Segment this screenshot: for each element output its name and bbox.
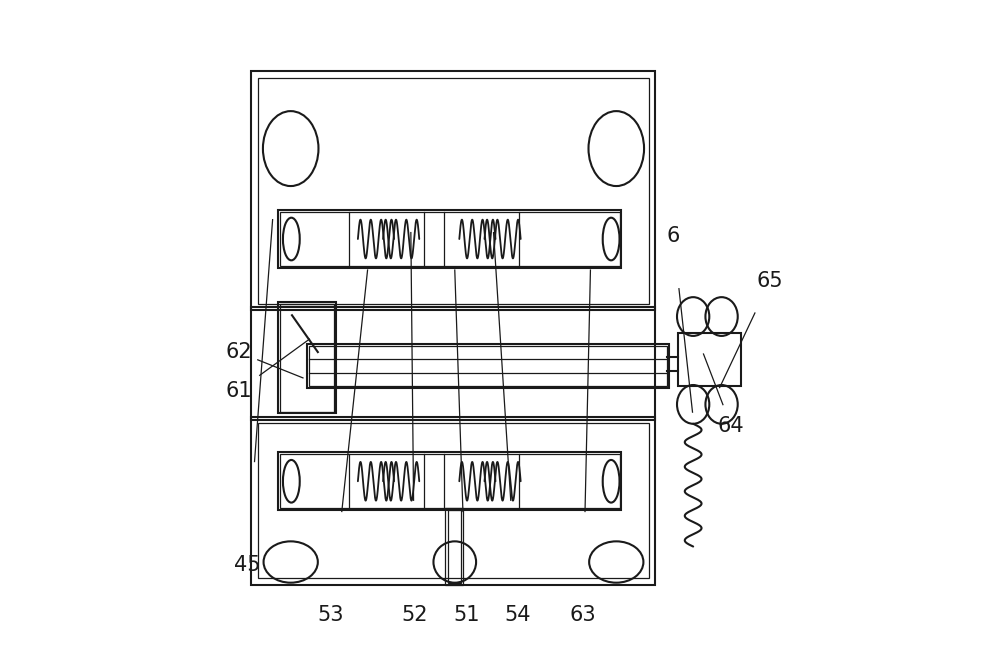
Bar	[280, 454, 620, 508]
Bar	[445, 508, 463, 585]
Bar	[309, 346, 667, 386]
Text: 6: 6	[666, 226, 680, 245]
Bar	[278, 302, 336, 413]
Bar	[251, 71, 655, 310]
Bar	[448, 510, 461, 583]
Text: 62: 62	[225, 342, 252, 362]
Text: 45: 45	[234, 556, 260, 575]
Bar	[258, 78, 649, 304]
Text: 63: 63	[569, 605, 596, 625]
Bar	[278, 452, 621, 510]
Bar	[280, 304, 334, 412]
Text: 54: 54	[505, 605, 531, 625]
Bar	[678, 333, 741, 386]
Bar	[278, 210, 621, 268]
Text: 65: 65	[757, 271, 783, 291]
Bar	[280, 212, 620, 266]
Text: 52: 52	[401, 605, 428, 625]
Text: 64: 64	[718, 417, 745, 436]
Text: 51: 51	[453, 605, 480, 625]
Bar	[258, 423, 649, 578]
Text: 53: 53	[317, 605, 344, 625]
Bar	[251, 307, 655, 420]
Text: 61: 61	[225, 381, 252, 401]
Bar	[251, 417, 655, 585]
Bar	[307, 344, 669, 388]
